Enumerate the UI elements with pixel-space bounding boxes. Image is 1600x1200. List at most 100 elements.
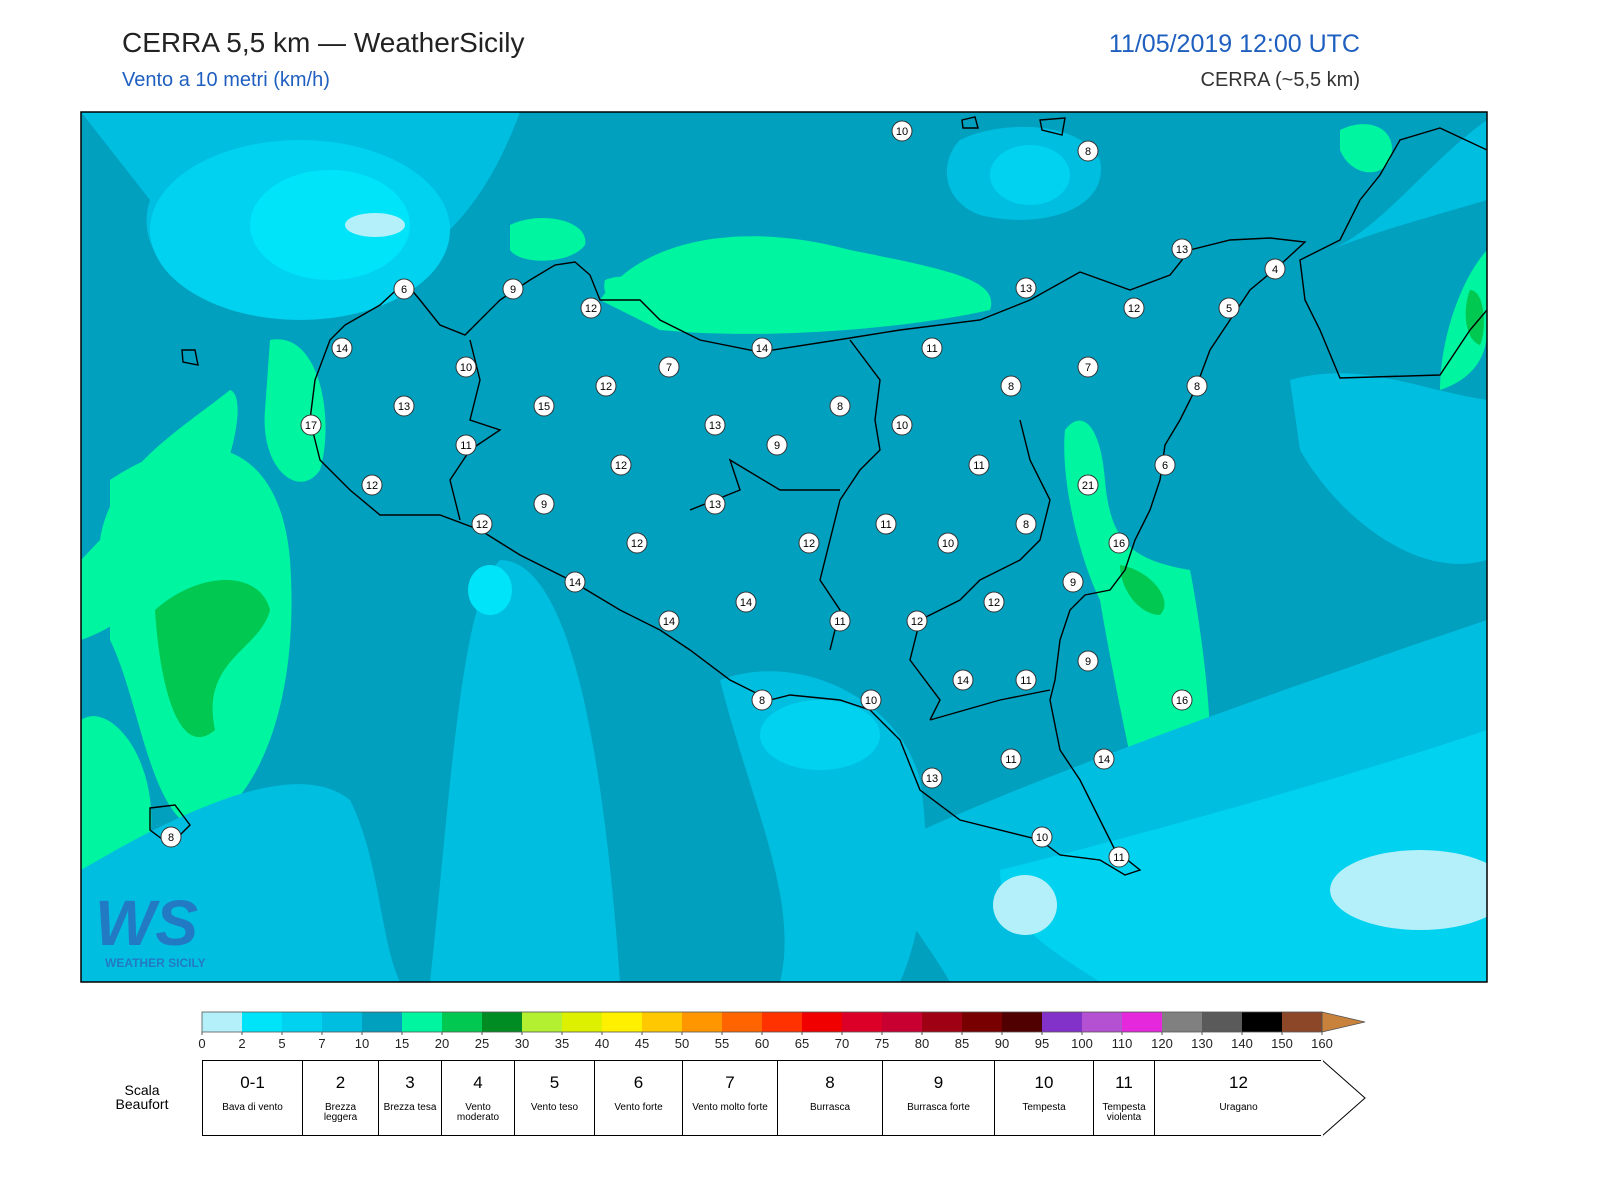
station-value: 12 bbox=[631, 538, 643, 550]
colorbar-tick-label: 25 bbox=[475, 1036, 489, 1051]
station-value: 12 bbox=[476, 519, 488, 531]
beaufort-force: 3 bbox=[405, 1073, 415, 1092]
station-marker bbox=[704, 493, 726, 515]
station-value: 21 bbox=[1082, 480, 1094, 492]
station-marker bbox=[564, 571, 586, 593]
map-frame bbox=[80, 111, 1488, 983]
colorbar-tick-label: 90 bbox=[995, 1036, 1009, 1051]
colorbar-tick-label: 5 bbox=[278, 1036, 285, 1051]
beaufort-name: Brezza tesa bbox=[383, 1102, 437, 1113]
colorbar-swatch bbox=[1202, 1012, 1242, 1032]
station-value: 16 bbox=[1113, 538, 1125, 550]
title: CERRA 5,5 km — WeatherSicily bbox=[122, 27, 525, 58]
beaufort-name: Vento moderato bbox=[456, 1102, 500, 1123]
station-marker bbox=[658, 610, 680, 632]
station-value: 12 bbox=[366, 480, 378, 492]
station-value: 13 bbox=[709, 420, 721, 432]
colorbar-swatch bbox=[562, 1012, 602, 1032]
colorbar-swatch bbox=[202, 1012, 242, 1032]
beaufort-force: 9 bbox=[933, 1073, 944, 1092]
colorbar-tick-label: 55 bbox=[715, 1036, 729, 1051]
beaufort-name: Uragano bbox=[1219, 1102, 1258, 1113]
station-marker bbox=[455, 356, 477, 378]
station-value: 10 bbox=[865, 695, 877, 707]
colorbar-tick-label: 15 bbox=[395, 1036, 409, 1051]
beaufort-force: 6 bbox=[633, 1073, 644, 1092]
colorbar-swatch bbox=[1082, 1012, 1122, 1032]
station-marker bbox=[1108, 532, 1130, 554]
colorbar-tick-label: 2 bbox=[238, 1036, 245, 1051]
station-value: 9 bbox=[1085, 656, 1091, 668]
colorbar-swatch bbox=[642, 1012, 682, 1032]
station-marker bbox=[393, 395, 415, 417]
station-value: 14 bbox=[756, 343, 768, 355]
station-value: 8 bbox=[168, 832, 174, 844]
colorbar-swatch bbox=[242, 1012, 282, 1032]
station-marker bbox=[1093, 748, 1115, 770]
station-value: 11 bbox=[1113, 852, 1124, 864]
colorbar-tick-label: 130 bbox=[1191, 1036, 1213, 1051]
colorbar-tick-label: 150 bbox=[1271, 1036, 1293, 1051]
subtitle: Vento a 10 metri (km/h) bbox=[122, 69, 330, 91]
station-value: 10 bbox=[460, 362, 472, 374]
station-value: 14 bbox=[740, 597, 752, 609]
station-value: 9 bbox=[1070, 577, 1076, 589]
station-value: 8 bbox=[1023, 519, 1029, 531]
station-marker bbox=[1108, 846, 1130, 868]
station-value: 8 bbox=[759, 695, 765, 707]
beaufort-force: 5 bbox=[549, 1073, 560, 1092]
station-value: 14 bbox=[1098, 754, 1110, 766]
colorbar-swatch bbox=[482, 1012, 522, 1032]
station-value: 12 bbox=[988, 597, 1000, 609]
colorbar-tick-label: 140 bbox=[1231, 1036, 1253, 1051]
station-marker bbox=[875, 513, 897, 535]
station-value: 8 bbox=[837, 401, 843, 413]
station-marker bbox=[1218, 297, 1240, 319]
colorbar-arrow bbox=[1321, 1011, 1366, 1033]
station-value: 6 bbox=[401, 284, 407, 296]
colorbar-swatch bbox=[282, 1012, 322, 1032]
station-marker bbox=[751, 337, 773, 359]
station-marker bbox=[906, 610, 928, 632]
station-marker bbox=[1123, 297, 1145, 319]
colorbar-swatch bbox=[762, 1012, 802, 1032]
beaufort-name: Burrasca forte bbox=[907, 1102, 970, 1113]
station-value: 14 bbox=[957, 675, 969, 687]
station-marker bbox=[1264, 258, 1286, 280]
station-value: 12 bbox=[585, 303, 597, 315]
station-value: 7 bbox=[666, 362, 672, 374]
colorbar-swatch bbox=[922, 1012, 962, 1032]
station-value: 13 bbox=[709, 499, 721, 511]
station-value: 8 bbox=[1008, 381, 1014, 393]
beaufort-name: Tempesta violenta bbox=[1102, 1102, 1146, 1123]
beaufort-class: 4 Vento moderato bbox=[441, 1060, 514, 1136]
colorbar-swatch bbox=[1122, 1012, 1162, 1032]
station-value: 12 bbox=[911, 616, 923, 628]
beaufort-force: 11 bbox=[1115, 1073, 1133, 1092]
beaufort-name: Vento forte bbox=[614, 1102, 663, 1113]
station-marker bbox=[455, 434, 477, 456]
station-marker bbox=[1186, 375, 1208, 397]
station-marker bbox=[952, 669, 974, 691]
station-marker bbox=[891, 120, 913, 142]
colorbar-swatch bbox=[442, 1012, 482, 1032]
logo-caption: WEATHER SICILY bbox=[105, 956, 206, 970]
station-marker bbox=[502, 278, 524, 300]
beaufort-force: 8 bbox=[825, 1073, 835, 1092]
colorbar-swatch bbox=[1282, 1012, 1322, 1032]
colorbar-tick-label: 7 bbox=[318, 1036, 325, 1051]
station-marker bbox=[1077, 474, 1099, 496]
station-marker bbox=[766, 434, 788, 456]
station-value: 9 bbox=[541, 499, 547, 511]
station-value: 11 bbox=[973, 460, 984, 472]
beaufort-force: 4 bbox=[473, 1073, 483, 1092]
station-value: 13 bbox=[1020, 283, 1032, 295]
datetime: 11/05/2019 12:00 UTC bbox=[1109, 30, 1360, 58]
station-value: 16 bbox=[1176, 695, 1188, 707]
station-marker bbox=[751, 689, 773, 711]
colorbar-tick-label: 160 bbox=[1311, 1036, 1333, 1051]
beaufort-name: Vento molto forte bbox=[692, 1102, 768, 1113]
station-marker bbox=[580, 297, 602, 319]
station-marker bbox=[891, 414, 913, 436]
colorbar-swatch bbox=[882, 1012, 922, 1032]
